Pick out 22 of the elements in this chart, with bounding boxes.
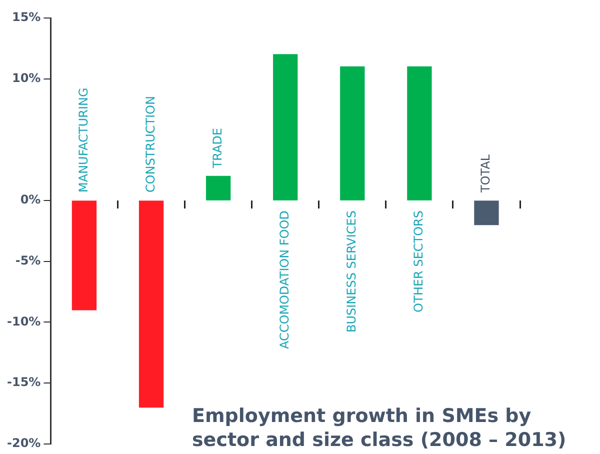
bar [72, 200, 97, 310]
y-tick-label: -5% [15, 253, 41, 268]
x-tick-label: CONSTRUCTION [143, 96, 158, 192]
x-tick-label: MANUFACTURING [76, 88, 90, 192]
y-tick-label: -15% [7, 375, 41, 390]
bar [273, 54, 298, 200]
bar [340, 66, 365, 200]
bar [206, 176, 231, 200]
x-tick-label: ACCOMODATION FOOD [277, 210, 292, 349]
bar [138, 200, 164, 408]
x-tick-label: OTHER SECTORS [412, 210, 426, 312]
text: Employment growth in SMEs by sector and size class (2008 – 2013) [192, 404, 568, 452]
y-tick-label: -10% [7, 314, 41, 328]
x-tick-label: TOTAL [478, 154, 493, 194]
y-tick-label: 0% [20, 192, 41, 207]
y-tick-label: 15% [12, 10, 41, 24]
bar [474, 200, 499, 226]
y-tick-label: 10% [12, 70, 41, 85]
x-tick-label: TRADE [210, 128, 224, 170]
bar [407, 66, 432, 200]
x-tick-label: BUSINESS SERVICES [344, 210, 359, 332]
y-tick-label: -20% [7, 436, 41, 450]
